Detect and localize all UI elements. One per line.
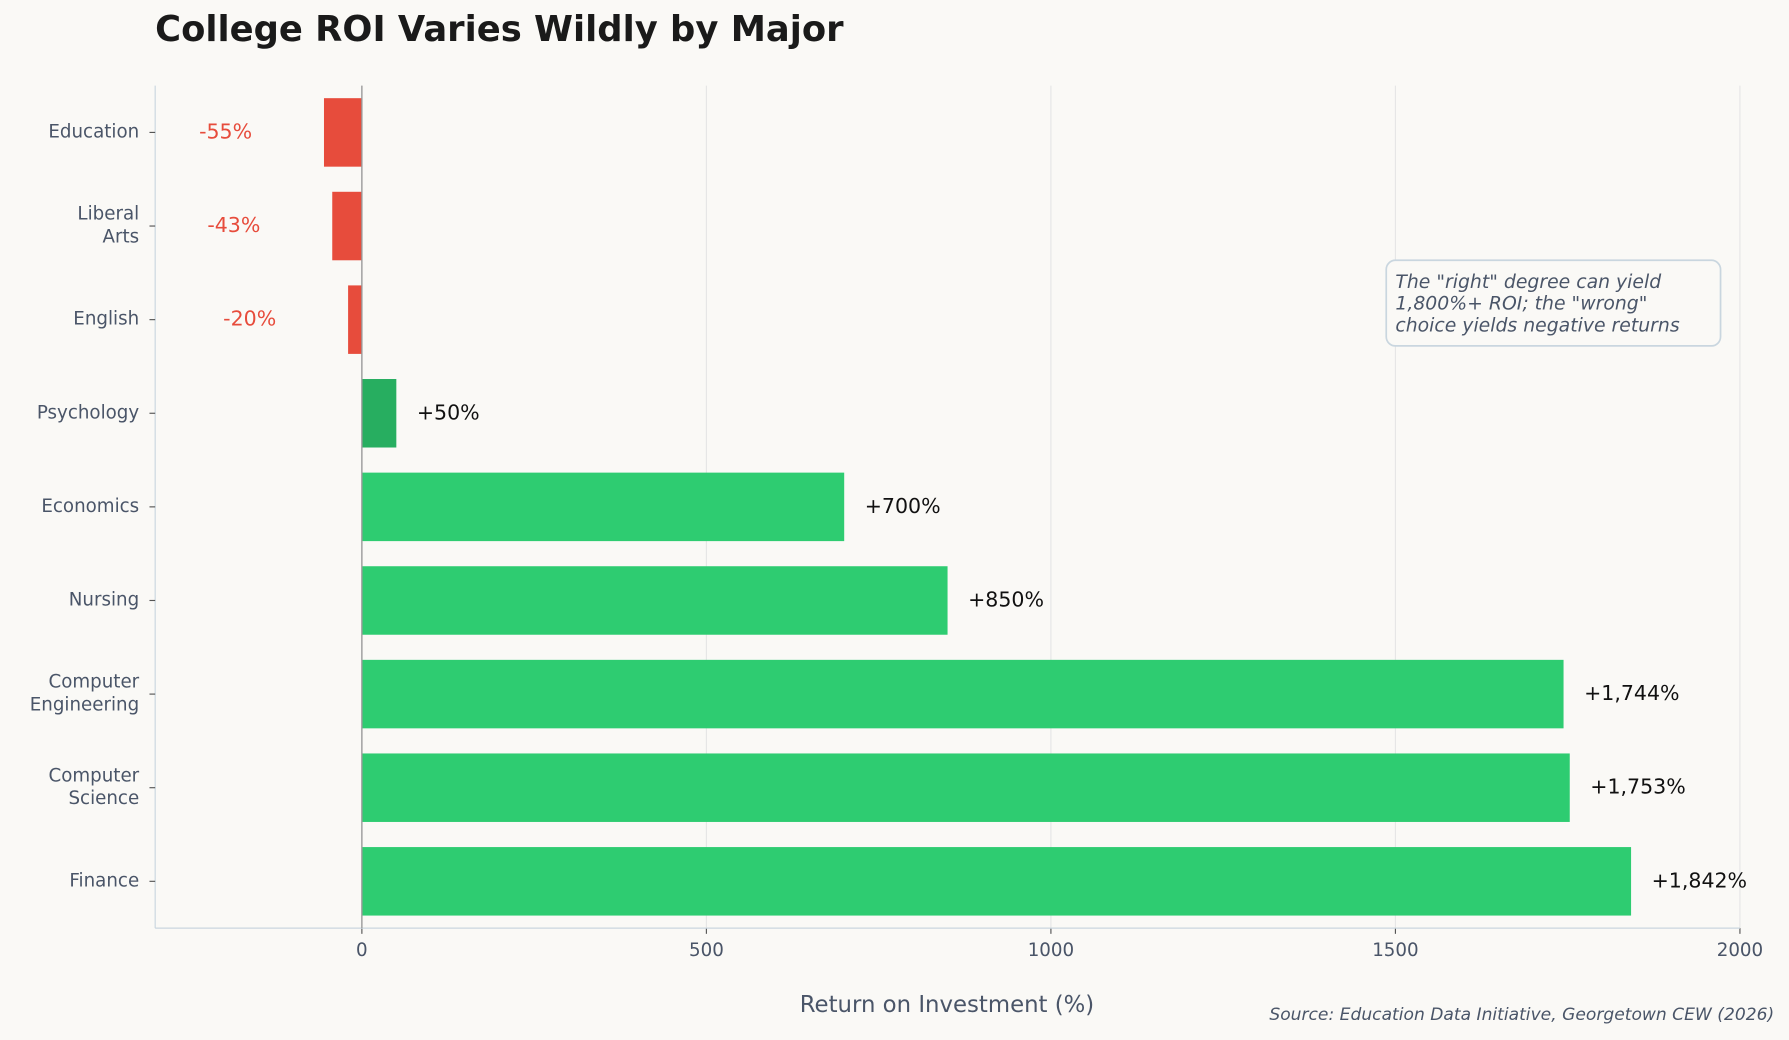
value-label: +850%: [968, 587, 1044, 611]
x-axis-label: Return on Investment (%): [800, 992, 1094, 1018]
value-label: -55%: [199, 119, 252, 143]
value-label: -43%: [207, 213, 260, 237]
annotation-box: [1385, 259, 1722, 347]
y-tick-label: Computer Science: [48, 765, 139, 809]
x-tick-label: 1000: [1028, 940, 1074, 961]
bar: [361, 379, 397, 448]
y-tick-label: Psychology: [37, 402, 140, 423]
value-label: +1,753%: [1590, 775, 1685, 799]
bar: [323, 98, 362, 167]
x-tick-label: 2000: [1717, 940, 1763, 961]
source-note: Source: Education Data Initiative, Georg…: [1269, 1005, 1774, 1025]
value-label: +700%: [865, 494, 941, 518]
annotation: The "right" degree can yield 1,800%+ ROI;…: [1395, 271, 1679, 335]
y-tick-label: Education: [48, 121, 139, 142]
y-tick-label: English: [73, 309, 139, 330]
y-tick-label: Finance: [69, 870, 139, 891]
chart-title: College ROI Varies Wildly by Major: [155, 9, 844, 50]
x-tick-label: 500: [689, 940, 724, 961]
bar: [361, 753, 1570, 822]
y-tick-label: Economics: [41, 496, 139, 517]
y-tick-label: Liberal Arts: [77, 204, 139, 248]
bar: [361, 566, 948, 635]
value-label: -20%: [223, 307, 276, 331]
bar: [332, 191, 362, 261]
x-tick-label: 0: [356, 940, 368, 961]
y-tick-label: Computer Engineering: [30, 672, 140, 716]
bar: [348, 285, 362, 354]
value-label: +1,744%: [1584, 681, 1679, 705]
y-tick-label: Nursing: [69, 589, 139, 610]
x-tick-label: 1500: [1372, 940, 1418, 961]
bar: [361, 472, 845, 542]
value-label: +1,842%: [1652, 868, 1747, 892]
bar: [361, 659, 1564, 729]
value-label: +50%: [417, 400, 480, 424]
bar: [361, 847, 1632, 916]
